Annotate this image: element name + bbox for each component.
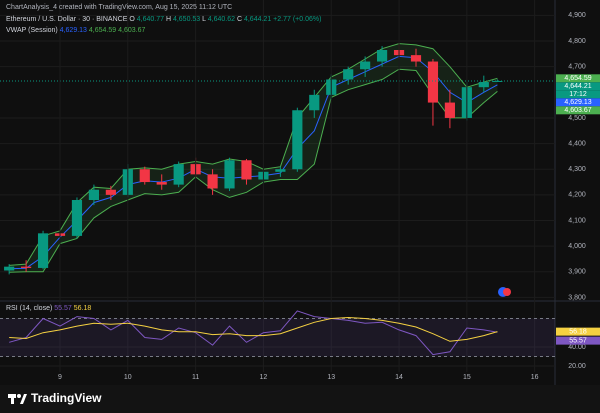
candle-body [275,169,286,172]
ohlc-key: C [237,16,242,23]
price-tag-label: 4,603.67 [564,107,591,114]
brand: TradingView [31,391,102,405]
indicator-name: VWAP (Session) [6,27,58,34]
ohlc-key: O [129,16,135,23]
attribution: ChartAnalysis_4 created with TradingView… [6,4,232,11]
ohlc-value: 4,640.62 [208,16,235,23]
candle-body [37,233,49,268]
y-tick-label: 3,800 [568,294,586,301]
candle-body [71,200,83,236]
countdown-tag [556,90,600,99]
candle-body [241,160,252,180]
y-tick-label: 4,700 [568,64,586,71]
candle-body [377,50,388,62]
rsi-indicator-name: RSI (14, close) [6,305,52,312]
vwap-band-fill [9,43,498,273]
event-icon [498,287,511,297]
price-tag-label: 4,629.13 [564,99,591,106]
rsi-value: 55.57 [54,305,72,312]
candle-body [4,266,15,271]
vwap-lower-line [9,68,498,273]
y-tick-label: 40.00 [568,344,586,351]
candle-body [139,169,150,183]
price-tag [556,327,600,336]
price-tag [556,82,600,91]
candle-body [427,61,439,103]
candle-body [21,266,32,268]
x-tick-label: 16 [531,374,539,381]
x-tick-label: 13 [327,374,335,381]
candle-body [88,189,99,200]
rsi-line [9,310,498,356]
legend-row: Ethereum / U.S. Dollar · 30 · BINANCE O … [6,16,321,23]
candle-body [156,182,167,185]
x-tick-label: 12 [260,374,268,381]
y-tick-label: 4,800 [568,38,586,45]
ohlc-key: L [202,16,206,23]
price-tag-label: 4,654.59 [564,75,591,82]
y-tick-label: 4,000 [568,243,586,250]
x-tick-label: 14 [395,374,403,381]
ohlc-key: H [166,16,171,23]
candle-body [207,174,218,189]
candle-body [105,189,116,195]
price-tag-label: 56.18 [569,328,587,335]
y-tick-label: 4,200 [568,192,586,199]
price-tag [556,74,600,83]
price-tag [556,106,600,115]
candle-body [309,94,320,111]
candle-body [343,69,354,80]
vwap-value: 4,629.13 [60,27,87,34]
brand-logo [8,394,27,404]
candle-body [492,80,503,82]
vwap-upper-value: 4,654.59 [89,27,116,34]
legend-row: VWAP (Session) 4,629.13 4,654.59 4,603.6… [6,27,145,34]
symbol: Ethereum / U.S. Dollar · 30 · BINANCE [6,16,128,23]
x-tick-label: 11 [192,374,199,381]
candle-body [224,160,235,189]
y-tick-label: 4,500 [568,115,586,122]
x-tick-label: 15 [463,374,471,381]
x-tick-label: 10 [124,374,132,381]
candle-body [292,110,303,170]
ohlc-value: 4,640.77 [137,16,164,23]
price-tag-label: 4,644.21 [564,83,591,90]
change: +2.77 (+0.06%) [273,16,321,23]
candle-body [360,61,371,70]
y-tick-label: 4,300 [568,166,586,173]
y-tick-label: 3,900 [568,269,586,276]
countdown: 17:12 [569,91,587,98]
legend-row: ChartAnalysis_4 created with TradingView… [6,4,232,11]
candle-body [173,164,184,185]
ohlc-value: 4,650.53 [173,16,200,23]
y-tick-label: 4,900 [568,12,586,19]
rsi-band-fill [0,318,555,357]
legend-row: RSI (14, close) 55.57 56.18 [6,305,91,312]
price-tag-label: 55.57 [569,337,587,344]
vwap-lower-value: 4,603.67 [118,27,145,34]
price-tag [556,336,600,345]
footer [0,385,600,413]
x-tick-label: 9 [58,374,62,381]
y-tick-label: 4,100 [568,217,586,224]
candle-body [410,55,422,62]
price-tag [556,98,600,107]
y-tick-label: 4,400 [568,140,586,147]
rsi-ma-value: 56.18 [74,305,92,312]
rsi-ma-line [9,316,498,342]
candle-body [478,82,489,88]
y-tick-label: 20.00 [568,363,586,370]
ohlc-value: 4,644.21 [244,16,271,23]
candle-body [444,102,455,118]
